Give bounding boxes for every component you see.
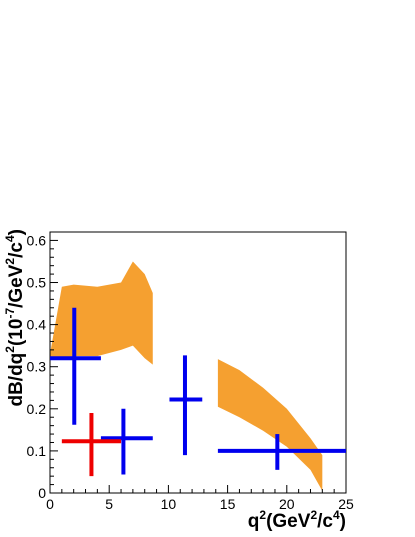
data-point-2 [61, 413, 122, 477]
y-tick-label: 0 [38, 485, 46, 501]
x-tick-label: 25 [338, 496, 354, 512]
y-axis-title: dB/dq2(10-7/GeV2/c4) [3, 229, 27, 407]
x-tick-label: 15 [220, 496, 236, 512]
axis-ticks: 0 5 10 15 20 25 0 0.1 0.2 0.3 0.4 0.5 0.6 [27, 231, 354, 512]
y-tick-label: 0.5 [27, 275, 47, 291]
data-point-1 [217, 434, 346, 470]
data-point-1 [100, 408, 153, 475]
x-axis-title: q2(GeV2/c4) [248, 508, 346, 532]
plot-frame [49, 231, 347, 494]
theory-band-2 [217, 359, 323, 491]
y-tick-label: 0.2 [27, 401, 47, 417]
x-tick-label: 20 [279, 496, 295, 512]
plot-area-border [49, 231, 347, 494]
x-tick-label: 5 [105, 496, 113, 512]
y-tick-label: 0.6 [27, 232, 47, 248]
theory-band-1 [50, 261, 153, 365]
y-tick-label: 0.4 [27, 317, 47, 333]
y-tick-label: 0.3 [27, 359, 47, 375]
x-tick-label: 10 [161, 496, 177, 512]
data-points [50, 307, 346, 477]
y-tick-label: 0.1 [27, 443, 47, 459]
x-tick-label: 0 [46, 496, 54, 512]
data-point-1 [169, 355, 203, 456]
data-point-1 [50, 307, 101, 425]
